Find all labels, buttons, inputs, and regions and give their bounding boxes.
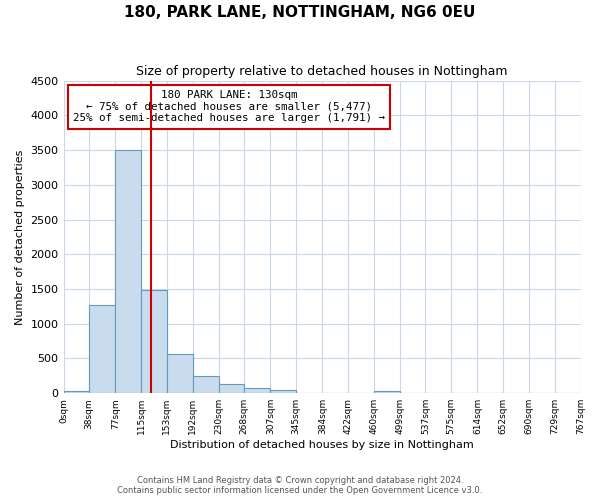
Bar <box>244 388 271 393</box>
Text: 180, PARK LANE, NOTTINGHAM, NG6 0EU: 180, PARK LANE, NOTTINGHAM, NG6 0EU <box>124 5 476 20</box>
Bar <box>271 390 296 393</box>
Title: Size of property relative to detached houses in Nottingham: Size of property relative to detached ho… <box>136 65 508 78</box>
Y-axis label: Number of detached properties: Number of detached properties <box>15 149 25 324</box>
Text: 180 PARK LANE: 130sqm
← 75% of detached houses are smaller (5,477)
25% of semi-d: 180 PARK LANE: 130sqm ← 75% of detached … <box>73 90 385 123</box>
Bar <box>374 392 400 393</box>
Bar <box>115 150 141 393</box>
Text: Contains HM Land Registry data © Crown copyright and database right 2024.
Contai: Contains HM Land Registry data © Crown c… <box>118 476 482 495</box>
Bar <box>193 376 218 393</box>
Bar <box>218 384 244 393</box>
Bar <box>89 305 115 393</box>
Bar <box>141 290 167 393</box>
Bar <box>167 354 193 393</box>
X-axis label: Distribution of detached houses by size in Nottingham: Distribution of detached houses by size … <box>170 440 474 450</box>
Bar <box>64 391 89 393</box>
